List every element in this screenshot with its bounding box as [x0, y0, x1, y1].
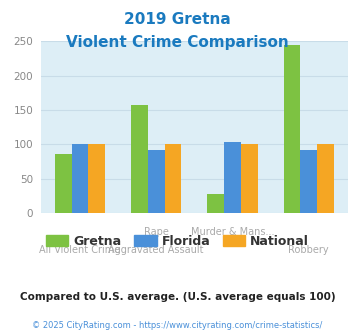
- Text: 2019 Gretna: 2019 Gretna: [124, 12, 231, 26]
- Text: Robbery: Robbery: [289, 246, 329, 255]
- Text: © 2025 CityRating.com - https://www.cityrating.com/crime-statistics/: © 2025 CityRating.com - https://www.city…: [32, 321, 323, 330]
- Text: Murder & Mans...: Murder & Mans...: [191, 227, 274, 237]
- Bar: [224, 142, 241, 213]
- Text: All Violent Crime: All Violent Crime: [39, 246, 121, 255]
- Text: Compared to U.S. average. (U.S. average equals 100): Compared to U.S. average. (U.S. average …: [20, 292, 335, 302]
- Bar: [284, 45, 300, 213]
- Bar: [72, 144, 88, 213]
- Bar: [55, 154, 72, 213]
- Bar: [131, 105, 148, 213]
- Text: Aggravated Assault: Aggravated Assault: [109, 246, 204, 255]
- Bar: [165, 144, 181, 213]
- Bar: [317, 144, 334, 213]
- Text: Violent Crime Comparison: Violent Crime Comparison: [66, 35, 289, 50]
- Text: Rape: Rape: [144, 227, 169, 237]
- Bar: [88, 144, 105, 213]
- Bar: [207, 194, 224, 213]
- Bar: [241, 144, 258, 213]
- Bar: [148, 150, 165, 213]
- Bar: [300, 150, 317, 213]
- Legend: Gretna, Florida, National: Gretna, Florida, National: [41, 230, 314, 253]
